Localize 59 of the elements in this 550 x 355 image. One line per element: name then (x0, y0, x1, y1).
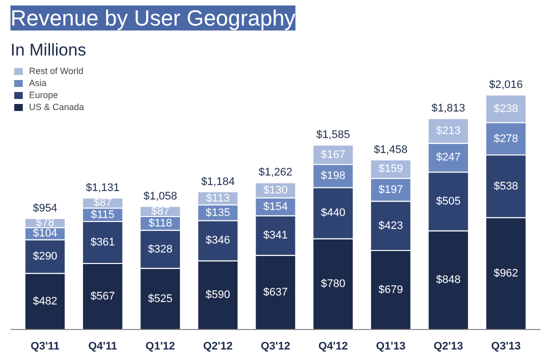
total-label: $1,262 (258, 166, 292, 179)
data-label: $525 (148, 292, 173, 305)
x-tick-label: Q3'13 (491, 340, 521, 352)
data-label: $213 (436, 124, 461, 137)
total-label: $2,016 (489, 78, 523, 91)
total-label: $1,131 (86, 182, 120, 194)
data-label: $423 (378, 220, 403, 232)
data-label: $962 (494, 268, 518, 280)
data-label: $567 (90, 290, 115, 303)
data-label: $118 (148, 217, 172, 230)
total-label: $1,058 (143, 190, 178, 202)
data-label: $159 (378, 163, 403, 176)
data-label: $197 (378, 184, 403, 196)
legend-label: Europe (29, 90, 58, 100)
data-label: $115 (90, 208, 115, 221)
data-label: $154 (263, 200, 288, 213)
data-label: $538 (494, 180, 518, 192)
data-label: $346 (206, 234, 230, 247)
chart-title: Revenue by User Geography (10, 6, 296, 30)
data-label: $87 (93, 197, 112, 210)
data-label: $135 (206, 206, 230, 219)
data-label: $341 (263, 230, 288, 242)
data-label: $679 (378, 284, 403, 296)
data-label: $505 (436, 195, 461, 208)
data-label: $247 (436, 152, 461, 164)
total-label: $954 (32, 202, 58, 215)
total-label: $1,585 (316, 129, 350, 142)
x-tick-label: Q3'11 (30, 340, 60, 352)
data-label: $278 (494, 132, 518, 145)
total-label: $1,184 (201, 176, 235, 188)
x-tick-label: Q3'12 (260, 340, 290, 352)
data-label: $848 (436, 274, 461, 286)
data-label: $328 (148, 243, 173, 256)
legend-label: US & Canada (29, 102, 84, 112)
data-label: $167 (320, 148, 346, 161)
x-tick-label: Q4'11 (88, 340, 118, 352)
data-label: $780 (320, 278, 346, 290)
data-label: $87 (151, 205, 170, 218)
total-label: $1,813 (432, 102, 466, 115)
data-label: $198 (320, 170, 346, 182)
x-tick-label: Q2'12 (203, 340, 233, 352)
data-label: $590 (206, 289, 230, 302)
x-tick-label: Q1'12 (146, 340, 176, 352)
x-tick-label: Q4'12 (318, 340, 348, 352)
data-label: $361 (90, 236, 115, 249)
data-label: $290 (32, 250, 58, 263)
data-label: $113 (206, 192, 230, 204)
data-label: $637 (263, 286, 288, 298)
data-label: $238 (494, 102, 518, 115)
total-label: $1,458 (374, 144, 408, 156)
data-label: $482 (32, 295, 58, 308)
x-tick-label: Q1'13 (376, 340, 406, 352)
legend-label: Rest of World (29, 66, 84, 76)
data-label: $104 (32, 228, 58, 240)
data-label: $440 (320, 207, 346, 220)
legend-label: Asia (29, 78, 48, 88)
x-tick-label: Q2'13 (434, 340, 464, 352)
chart-subtitle: In Millions (10, 40, 86, 60)
data-label: $130 (263, 184, 288, 196)
